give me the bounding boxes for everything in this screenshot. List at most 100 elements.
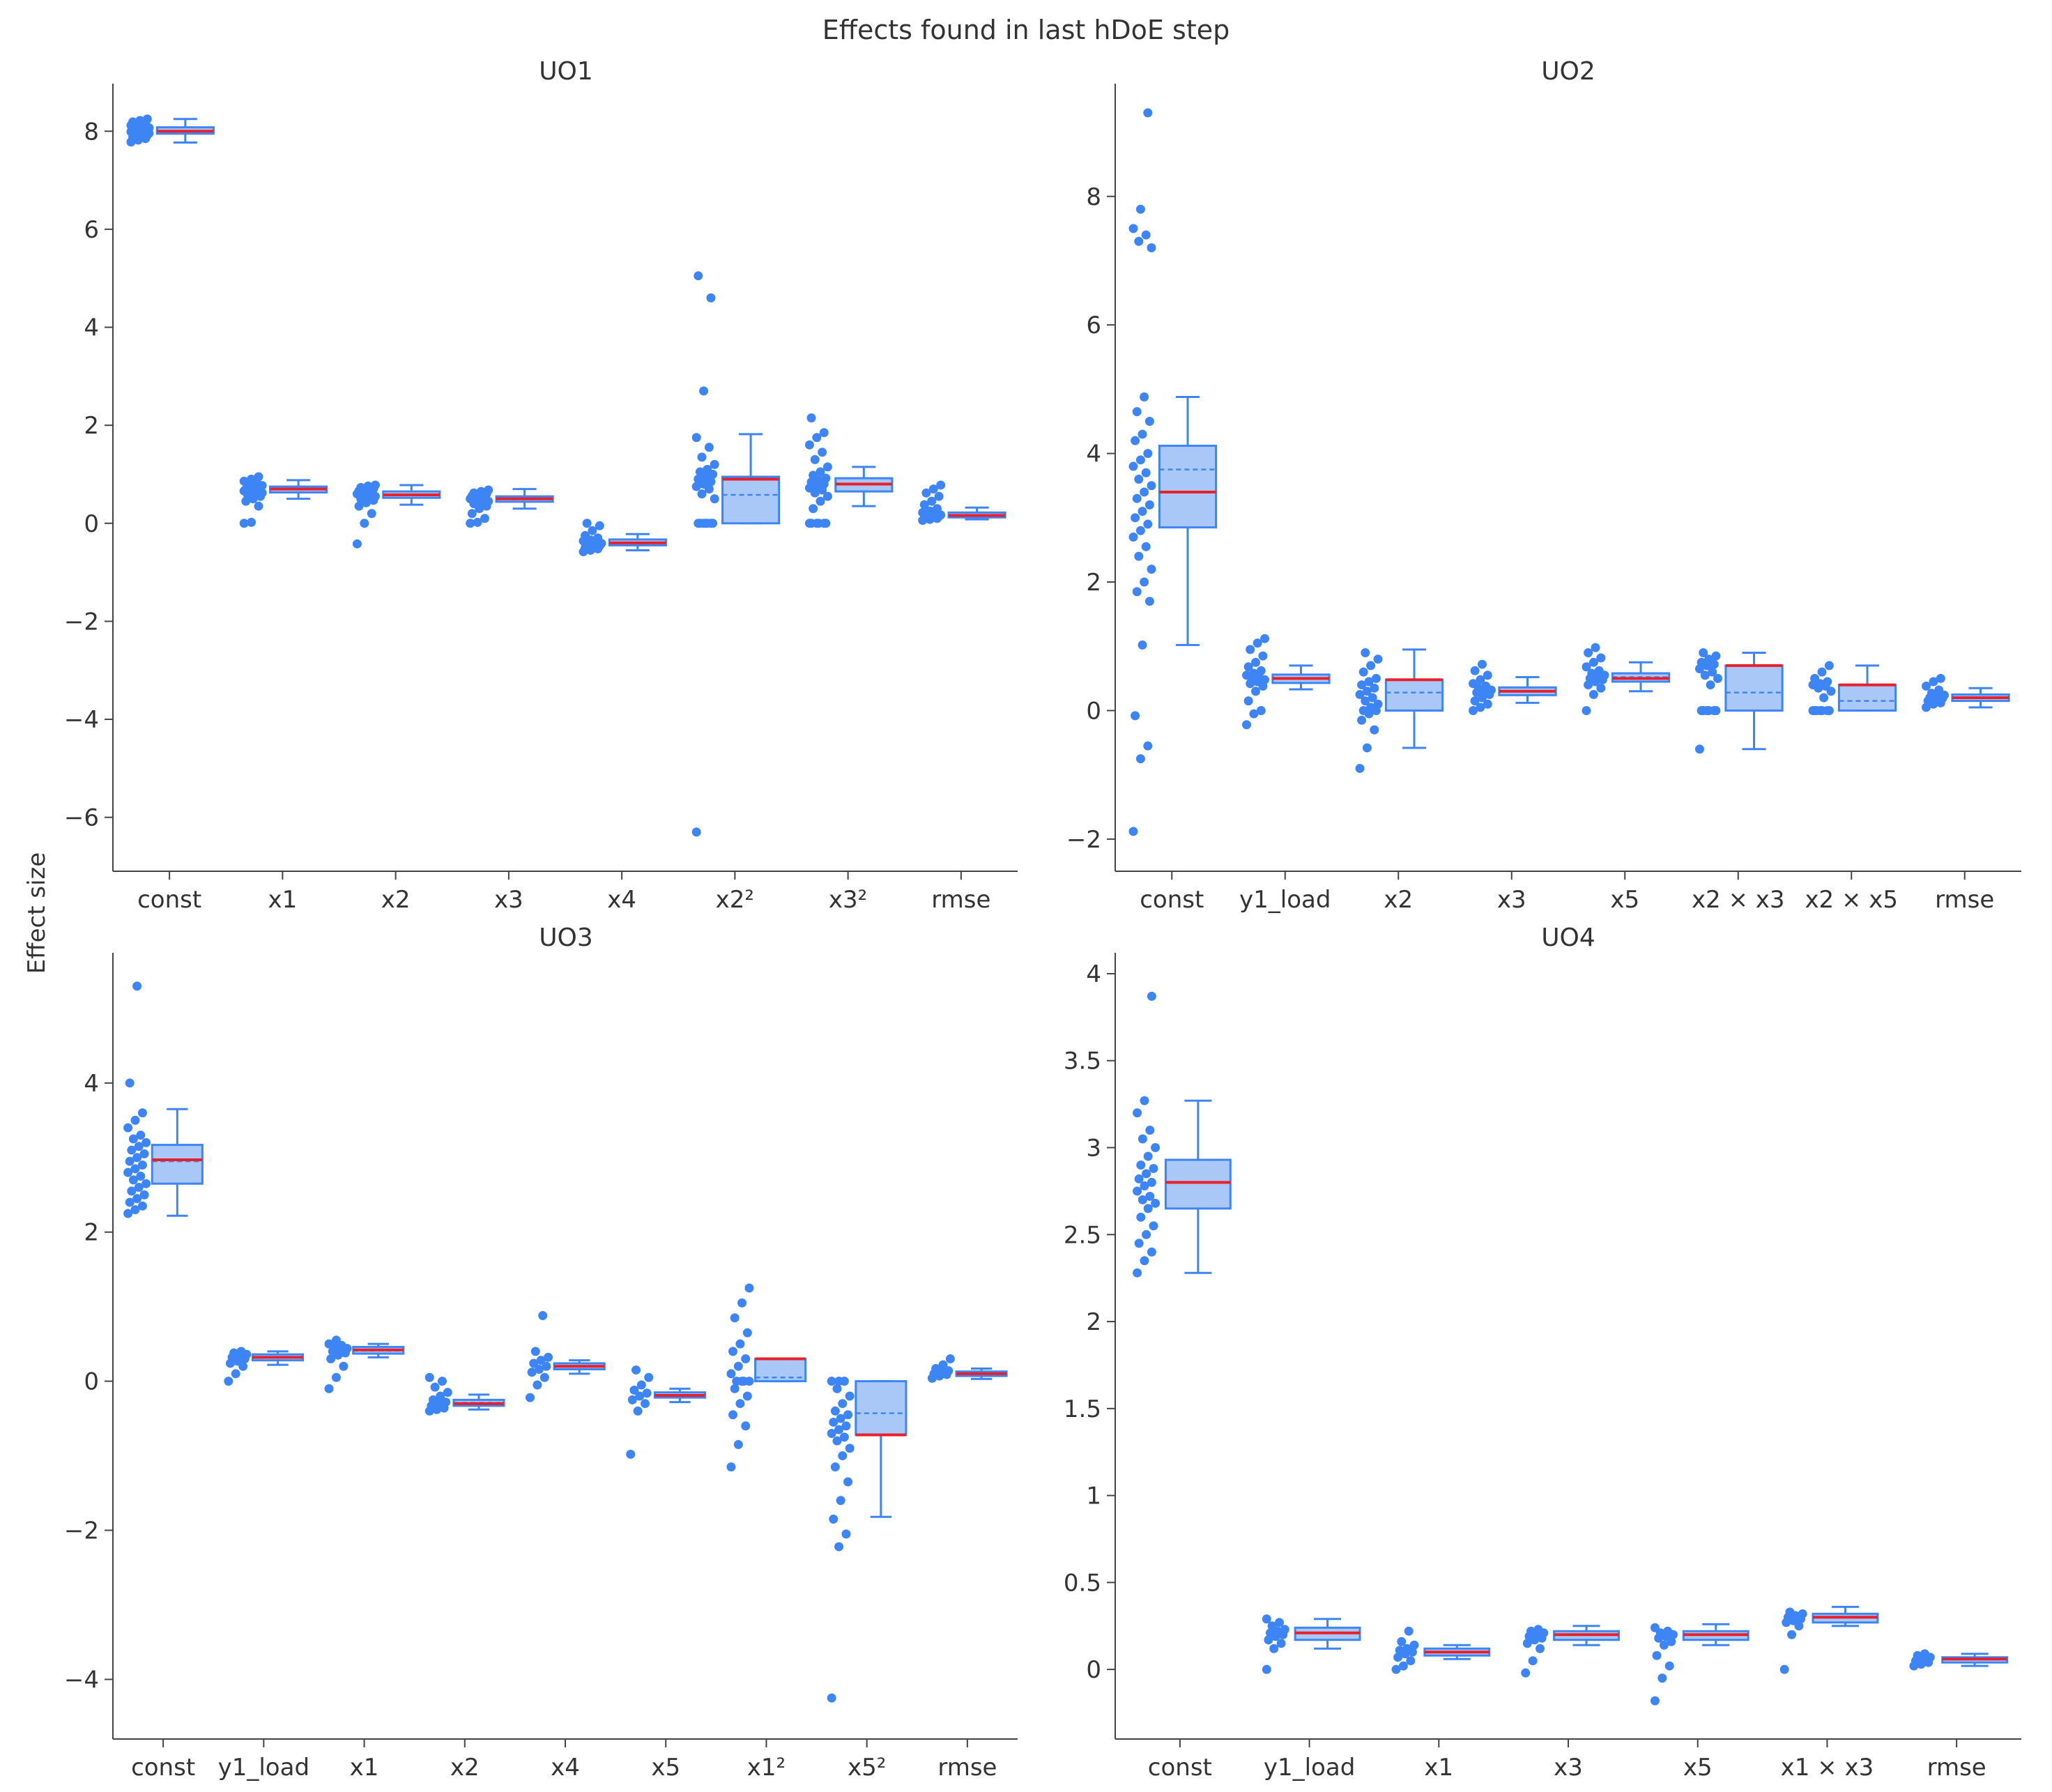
data-point bbox=[137, 1160, 147, 1170]
data-point bbox=[142, 114, 152, 124]
data-point bbox=[744, 1283, 754, 1293]
box-iqr bbox=[1837, 684, 1897, 712]
data-point bbox=[1596, 653, 1606, 663]
data-point bbox=[254, 501, 263, 511]
data-point bbox=[1823, 677, 1832, 687]
data-point bbox=[742, 1328, 752, 1338]
subplot-uo1: UO1 8 6 4 2 0 −2 −4 −6 const x1 x2 x3 x4 x2² x3² rmse bbox=[64, 57, 1018, 914]
data-point bbox=[1588, 657, 1598, 667]
data-point bbox=[1280, 1625, 1289, 1634]
data-point bbox=[1398, 1661, 1408, 1671]
data-point bbox=[533, 1380, 542, 1390]
data-point bbox=[424, 1372, 434, 1382]
data-point bbox=[1144, 597, 1154, 606]
x-tick-label: x3 bbox=[494, 886, 523, 914]
category-x2: x2 bbox=[352, 480, 441, 914]
data-point bbox=[1522, 1639, 1532, 1648]
data-point bbox=[1695, 744, 1704, 754]
data-point bbox=[136, 1172, 146, 1181]
data-point bbox=[691, 827, 701, 837]
data-point bbox=[834, 1425, 844, 1434]
data-point bbox=[1582, 705, 1591, 715]
data-point bbox=[1591, 643, 1600, 652]
data-point bbox=[1371, 673, 1381, 683]
data-point bbox=[1143, 1151, 1153, 1161]
data-point bbox=[1138, 1195, 1147, 1204]
y-tick-label: 4 bbox=[1086, 960, 1101, 988]
y-tick-label: 2.5 bbox=[1064, 1221, 1101, 1249]
data-point bbox=[1481, 681, 1491, 691]
data-point bbox=[1787, 1630, 1797, 1639]
data-point bbox=[231, 1369, 240, 1379]
category-x1-sq: x1² bbox=[726, 1283, 807, 1782]
data-point bbox=[526, 1393, 535, 1402]
data-point bbox=[469, 488, 479, 498]
data-point bbox=[1404, 1626, 1414, 1636]
data-point bbox=[813, 519, 823, 528]
data-point bbox=[1140, 1256, 1149, 1266]
category-const: const bbox=[126, 114, 215, 914]
data-point bbox=[697, 452, 707, 462]
data-point bbox=[236, 1347, 246, 1356]
data-point bbox=[812, 433, 822, 443]
data-point bbox=[927, 496, 937, 506]
category-x5: x5 bbox=[626, 1365, 706, 1782]
data-point bbox=[466, 519, 475, 528]
x-tick-label: x1 bbox=[1424, 1754, 1453, 1782]
x-tick-label: rmse bbox=[1935, 886, 1994, 914]
data-point bbox=[581, 530, 590, 540]
data-point bbox=[254, 472, 263, 482]
x-tick-label: x2 bbox=[381, 886, 411, 914]
data-point bbox=[1134, 236, 1144, 246]
box-iqr bbox=[1158, 445, 1218, 529]
data-point bbox=[1708, 667, 1717, 677]
y-tick-label: 1 bbox=[1086, 1483, 1101, 1510]
data-point bbox=[838, 1399, 848, 1409]
data-point bbox=[530, 1347, 540, 1356]
data-point bbox=[1133, 1108, 1142, 1118]
data-point bbox=[1242, 671, 1251, 680]
x-tick-label: x5² bbox=[848, 1754, 886, 1782]
data-point bbox=[1699, 648, 1708, 657]
data-point bbox=[1824, 705, 1834, 715]
x-tick-label: y1_load bbox=[218, 1754, 309, 1782]
data-point bbox=[1138, 507, 1147, 516]
data-point bbox=[1913, 1651, 1922, 1660]
y-tick-label: 2 bbox=[84, 1219, 99, 1247]
data-point bbox=[703, 464, 712, 474]
data-point bbox=[1138, 429, 1147, 439]
data-point bbox=[1269, 1644, 1279, 1653]
data-point bbox=[1149, 1163, 1158, 1173]
data-point bbox=[1582, 662, 1591, 672]
data-point bbox=[1366, 703, 1376, 712]
data-point bbox=[588, 526, 597, 535]
data-point bbox=[247, 475, 256, 484]
data-point bbox=[832, 1384, 842, 1393]
data-point bbox=[595, 521, 604, 530]
data-point bbox=[728, 1410, 738, 1420]
data-point bbox=[1785, 1607, 1795, 1617]
data-point bbox=[134, 1142, 144, 1151]
data-point bbox=[1136, 1212, 1146, 1222]
data-point bbox=[1276, 1639, 1286, 1648]
subplot-uo4: UO4 4 3.5 3 2.5 2 1.5 1 0.5 0 const y1_load x1 x3 x5 x… bbox=[1064, 924, 2021, 1782]
data-point bbox=[1361, 648, 1370, 657]
data-point bbox=[141, 1138, 151, 1147]
data-point bbox=[1142, 1230, 1151, 1239]
data-point bbox=[1650, 1696, 1660, 1706]
data-point bbox=[627, 1395, 637, 1404]
y-tick-label: 0 bbox=[1086, 697, 1101, 725]
data-point bbox=[1138, 640, 1147, 650]
category-x1: x1 bbox=[324, 1335, 405, 1782]
x-tick-label: x4 bbox=[551, 1754, 580, 1782]
data-point bbox=[829, 1417, 839, 1427]
category-x3: x3 bbox=[466, 485, 554, 914]
data-point bbox=[1483, 699, 1492, 709]
category-x3: x3 bbox=[1521, 1625, 1620, 1782]
data-point bbox=[1469, 679, 1478, 689]
data-point bbox=[1358, 705, 1368, 715]
data-point bbox=[1697, 657, 1706, 667]
box-iqr bbox=[1384, 678, 1444, 712]
x-tick-label: x3² bbox=[829, 886, 867, 914]
